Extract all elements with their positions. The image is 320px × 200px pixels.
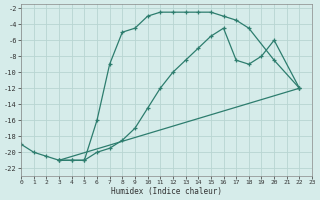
X-axis label: Humidex (Indice chaleur): Humidex (Indice chaleur) bbox=[111, 187, 222, 196]
